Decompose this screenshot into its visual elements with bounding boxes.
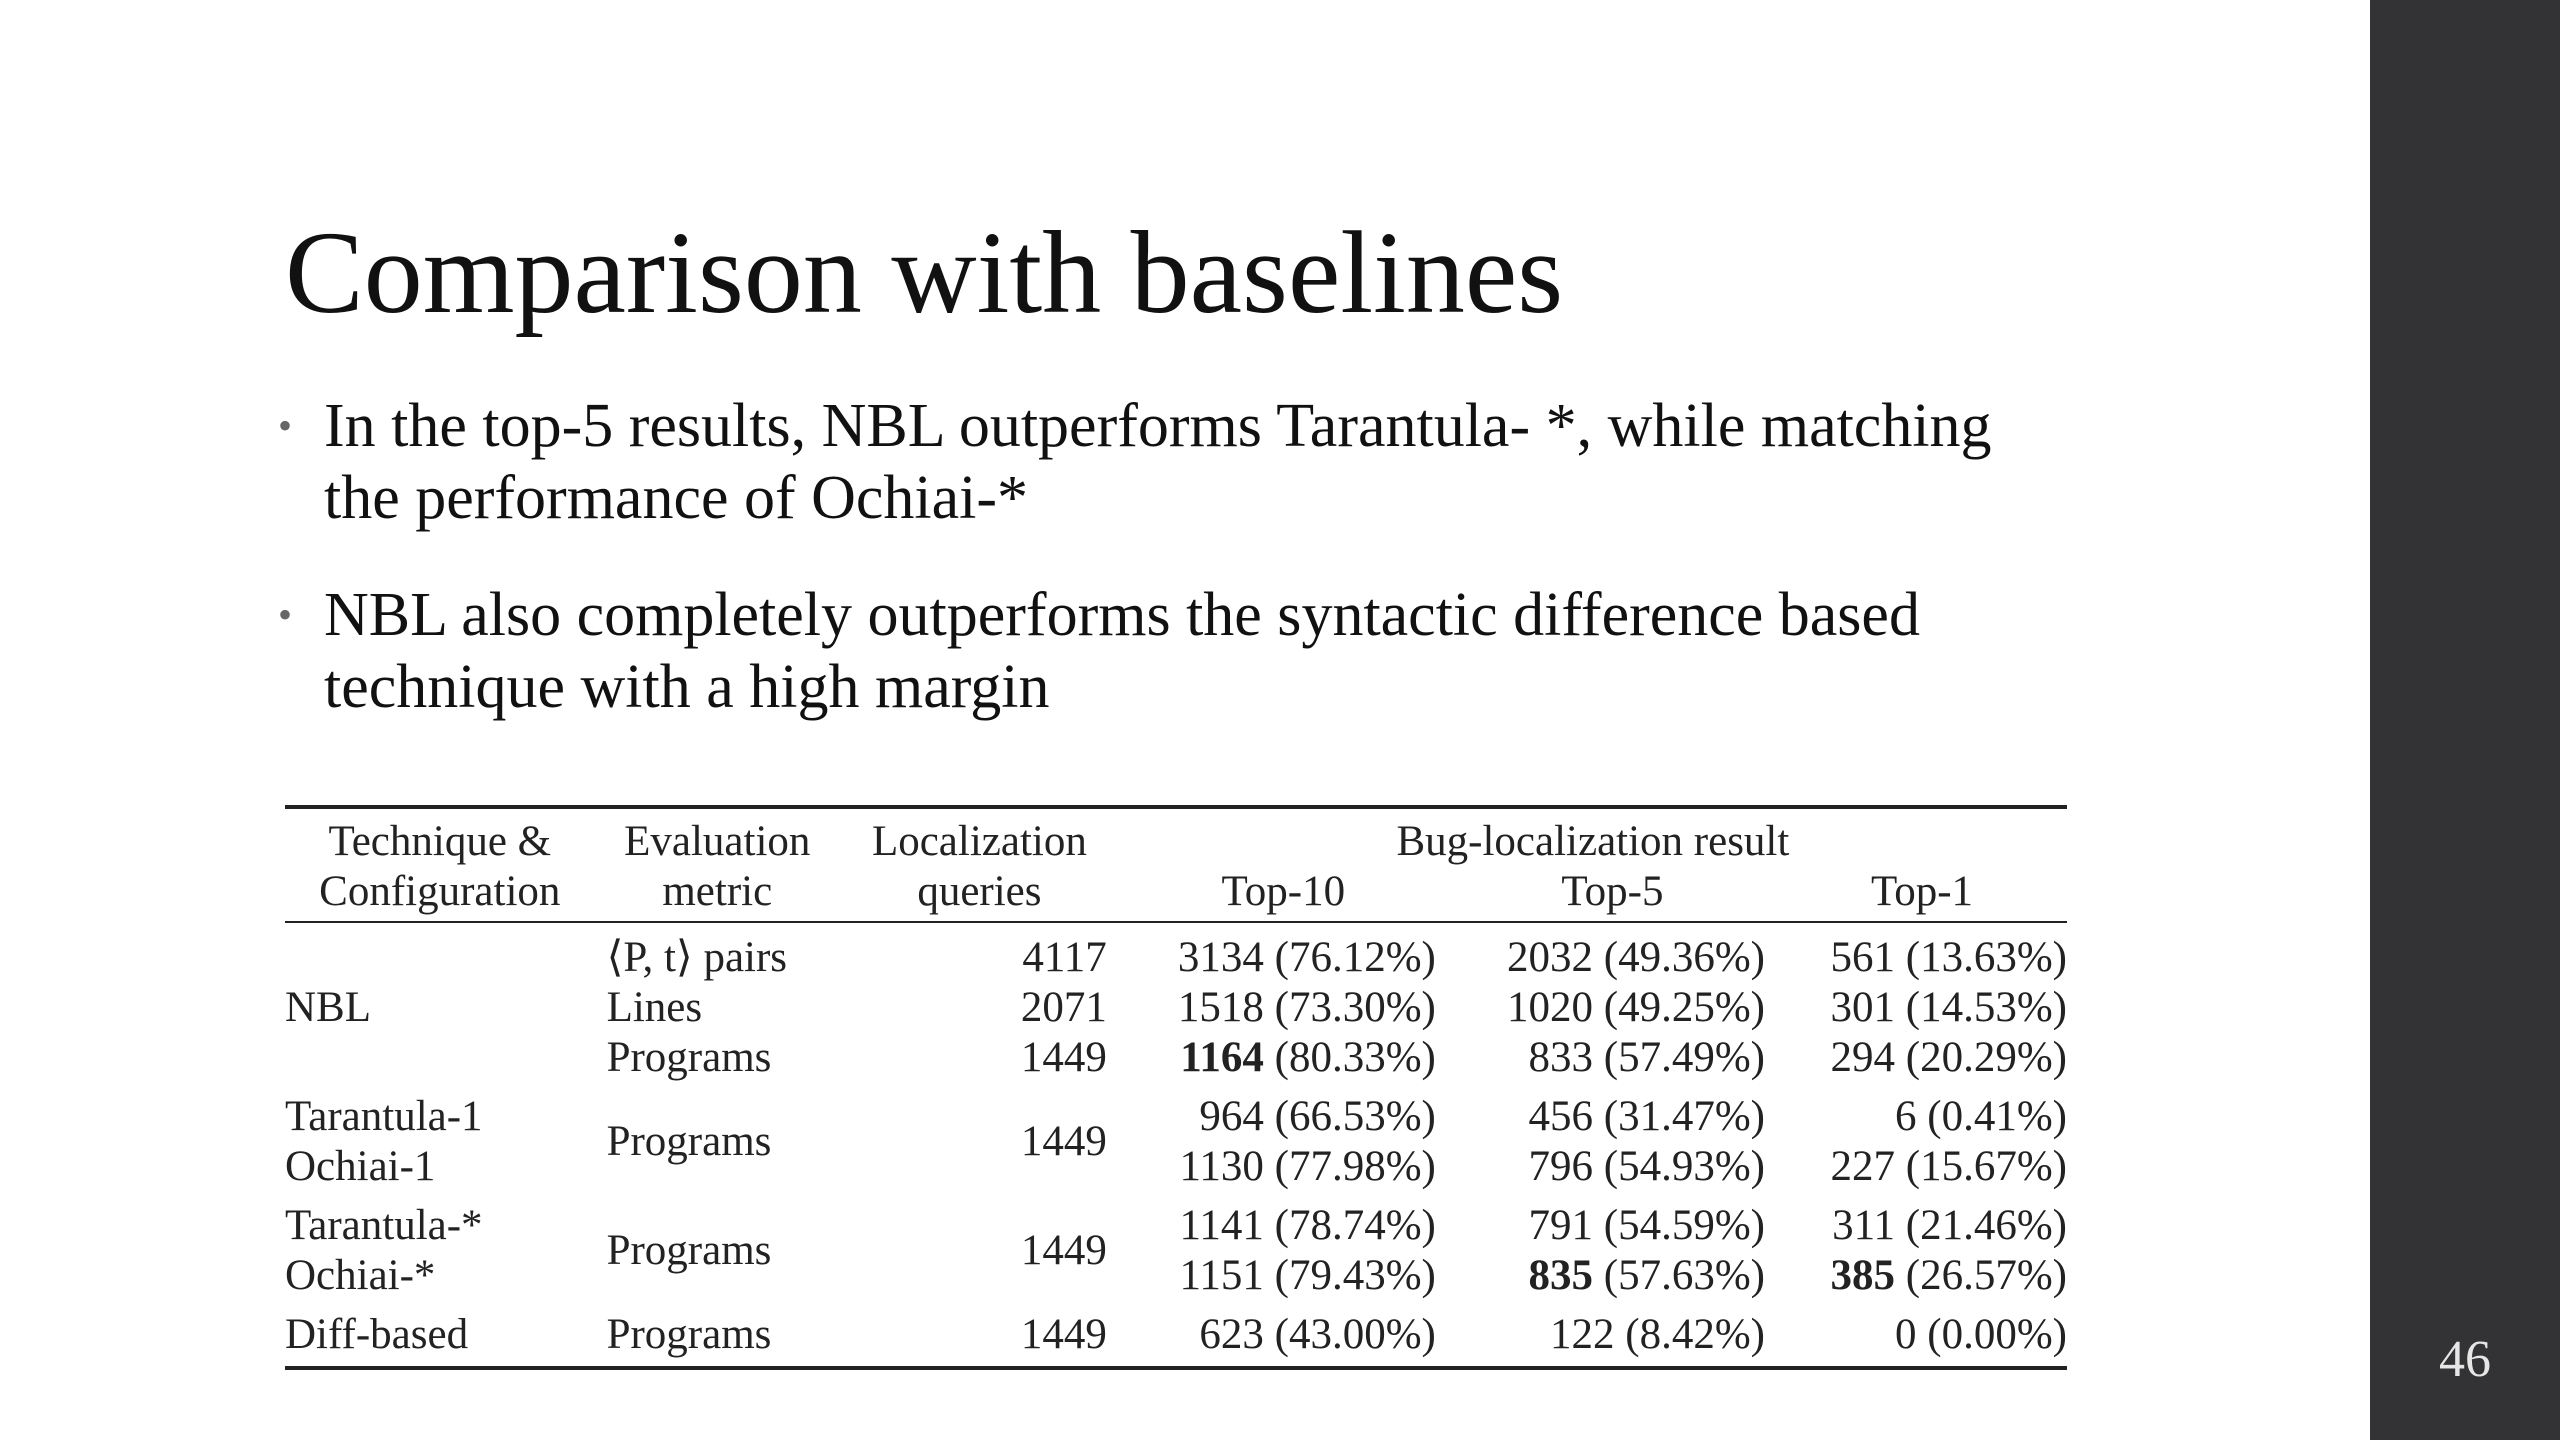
technique-cell: Ochiai-* [285, 1252, 436, 1299]
bullet-item: • In the top-5 results, NBL outperforms … [278, 390, 2078, 534]
metric-cell: Programs [606, 1227, 772, 1274]
technique-cell: Tarantula-1 [285, 1093, 483, 1140]
top5-cell: 456 (31.47%) [1528, 1093, 1765, 1140]
metric-cell: Programs [606, 1311, 772, 1358]
top1-cell: 385 (26.57%) [1830, 1252, 2067, 1299]
top1-cell: 6 (0.41%) [1895, 1093, 2067, 1140]
top10-cell: 1151 (79.43%) [1179, 1252, 1436, 1299]
top1-cell: 294 (20.29%) [1830, 1034, 2067, 1081]
top1-cell: 561 (13.63%) [1830, 934, 2067, 981]
top10-cell: 1141 (78.74%) [1179, 1202, 1436, 1249]
top1-cell: 227 (15.67%) [1830, 1143, 2067, 1190]
top10-cell: 1518 (73.30%) [1177, 984, 1436, 1031]
top10-cell: 1130 (77.98%) [1179, 1143, 1436, 1190]
metric-cell: Programs [606, 1034, 772, 1081]
bullet-item: • NBL also completely outperforms the sy… [278, 579, 2078, 723]
best-value: 1164 [1180, 1034, 1264, 1081]
table-row: Diff-based Programs 1449 623 (43.00%) 12… [285, 1301, 2067, 1368]
queries-cell: 1449 [1020, 1311, 1107, 1358]
bullet-text: NBL also completely outperforms the synt… [324, 581, 1920, 721]
slide-title: Comparison with baselines [285, 207, 1564, 338]
page-number: 46 [2439, 1331, 2491, 1388]
bullet-list: • In the top-5 results, NBL outperforms … [278, 390, 2078, 768]
top5-cell: 833 (57.49%) [1528, 1034, 1765, 1081]
bullet-dot-icon: • [278, 403, 293, 448]
top10-cell: 3134 (76.12%) [1177, 934, 1436, 981]
table-header-row: Technique & Evaluation Localization Bug-… [285, 807, 2067, 867]
queries-cell: 1449 [1020, 1227, 1107, 1274]
table-row: Programs 1449 1164 (80.33%) 833 (57.49%)… [285, 1033, 2067, 1083]
queries-cell: 1449 [1020, 1118, 1107, 1165]
header-technique-2: Configuration [285, 867, 595, 923]
best-value: 385 [1830, 1252, 1896, 1299]
table-header-row: Configuration metric queries Top-10 Top-… [285, 867, 2067, 923]
top5-cell: 835 (57.63%) [1528, 1252, 1765, 1299]
metric-cell: Lines [606, 984, 703, 1031]
metric-cell: Programs [606, 1118, 772, 1165]
queries-cell: 2071 [1020, 984, 1107, 1031]
top10-cell: 623 (43.00%) [1199, 1311, 1436, 1358]
header-result-group: Bug-localization result [1396, 818, 1790, 865]
top5-cell: 1020 (49.25%) [1507, 984, 1765, 1031]
top10-cell: 1164 (80.33%) [1180, 1034, 1436, 1081]
header-queries-2: queries [839, 867, 1119, 923]
technique-cell: Ochiai-1 [285, 1143, 436, 1190]
table-row: NBL ⟨P, t⟩ pairs 4117 3134 (76.12%) 2032… [285, 922, 2067, 1031]
table-row: Tarantula-1 Programs 1449 964 (66.53%) 4… [285, 1083, 2067, 1165]
bullet-dot-icon: • [278, 592, 293, 637]
results-table: Technique & Evaluation Localization Bug-… [285, 805, 2067, 1370]
header-top5: Top-5 [1447, 867, 1777, 923]
top5-cell: 122 (8.42%) [1550, 1311, 1765, 1358]
metric-cell: ⟨P, t⟩ pairs [606, 934, 788, 981]
table-row: Ochiai-1 1130 (77.98%) 796 (54.93%) 227 … [285, 1142, 2067, 1192]
table-row: Tarantula-* Programs 1449 1141 (78.74%) … [285, 1192, 2067, 1274]
top5-cell: 791 (54.59%) [1528, 1202, 1765, 1249]
bullet-text: In the top-5 results, NBL outperforms Ta… [324, 392, 1992, 532]
side-bar [2370, 0, 2560, 1440]
best-value: 835 [1528, 1252, 1594, 1299]
top5-cell: 796 (54.93%) [1528, 1143, 1765, 1190]
header-queries: Localization [871, 818, 1087, 865]
technique-cell: Diff-based [285, 1311, 469, 1358]
header-metric-2: metric [594, 867, 840, 923]
table-row: Lines 2071 1518 (73.30%) 1020 (49.25%) 3… [285, 983, 2067, 1033]
queries-cell: 4117 [1022, 934, 1107, 981]
technique-cell: Tarantula-* [285, 1202, 483, 1249]
header-technique: Technique & [328, 818, 552, 865]
table-row: Ochiai-* 1151 (79.43%) 835 (57.63%) 385 … [285, 1251, 2067, 1301]
top10-cell: 964 (66.53%) [1199, 1093, 1436, 1140]
top5-cell: 2032 (49.36%) [1507, 934, 1765, 981]
queries-cell: 1449 [1020, 1034, 1107, 1081]
top1-cell: 311 (21.46%) [1832, 1202, 2067, 1249]
top1-cell: 301 (14.53%) [1830, 984, 2067, 1031]
header-metric: Evaluation [624, 818, 811, 865]
header-top10: Top-10 [1118, 867, 1448, 923]
top1-cell: 0 (0.00%) [1895, 1311, 2067, 1358]
header-top1: Top-1 [1776, 867, 2067, 923]
technique-cell: NBL [285, 984, 371, 1031]
